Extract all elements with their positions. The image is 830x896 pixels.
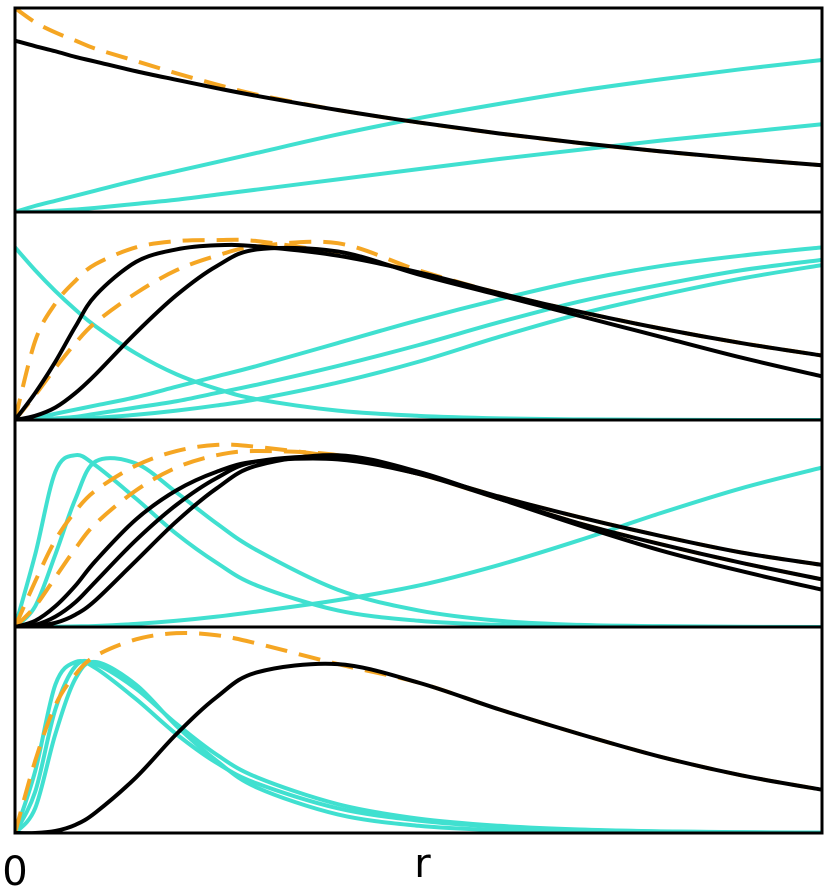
x-tick-label: 0 — [2, 849, 27, 895]
curve — [15, 630, 822, 833]
curve — [15, 454, 822, 627]
curve — [15, 245, 822, 420]
curve — [15, 245, 822, 420]
curve — [15, 122, 822, 212]
curve — [15, 661, 822, 833]
curve — [15, 449, 822, 627]
curve — [15, 8, 822, 168]
curve — [15, 453, 822, 627]
x-axis-label: r — [414, 841, 431, 887]
panel-frame — [13, 418, 824, 629]
curve — [15, 58, 822, 212]
curve — [15, 237, 822, 420]
panel-frame — [13, 625, 824, 835]
curve — [15, 38, 822, 168]
panel-frame — [13, 210, 824, 422]
